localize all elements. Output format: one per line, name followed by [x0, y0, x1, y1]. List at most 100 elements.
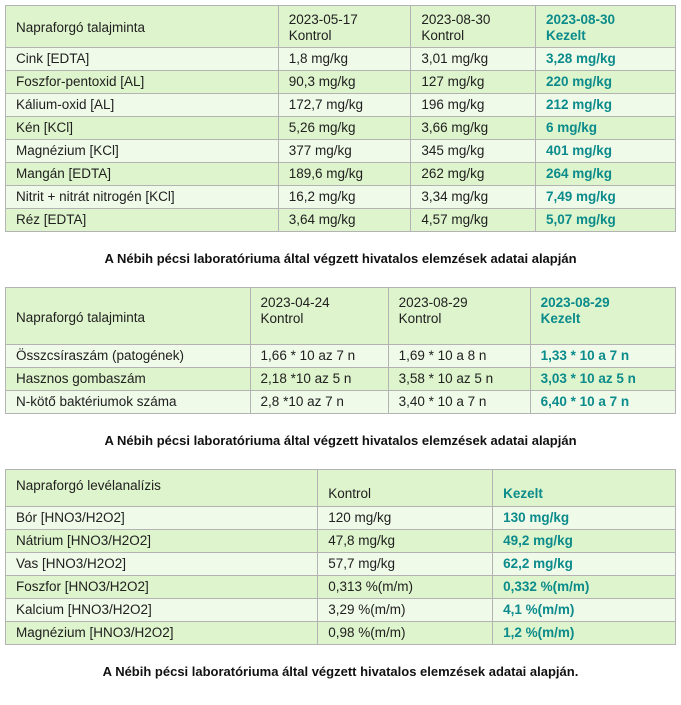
cell-value: 127 mg/kg	[410, 70, 536, 94]
cell-value: 212 mg/kg	[534, 93, 677, 117]
row-label: Mangán [EDTA]	[5, 162, 279, 186]
cell-value: 3,64 mg/kg	[277, 208, 412, 232]
row-label: Nátrium [HNO3/H2O2]	[4, 529, 319, 553]
table-row: Bór [HNO3/H2O2] 120 mg/kg 130 mg/kg	[4, 506, 676, 530]
cell-value: 1,69 * 10 a 8 n	[387, 344, 531, 368]
cell-value: 6 mg/kg	[534, 116, 677, 140]
column-header: 2023-04-24 Kontrol	[249, 287, 389, 345]
table-row: Cink [EDTA] 1,8 mg/kg 3,01 mg/kg 3,28 mg/kg	[5, 47, 677, 71]
cell-value: 62,2 mg/kg	[492, 552, 676, 576]
cell-value: 1,8 mg/kg	[277, 47, 412, 71]
row-label: Magnézium [HNO3/H2O2]	[4, 621, 319, 645]
cell-value: 5,26 mg/kg	[277, 116, 412, 140]
table-row: Vas [HNO3/H2O2] 57,7 mg/kg 62,2 mg/kg	[4, 552, 676, 576]
cell-value: 47,8 mg/kg	[317, 529, 494, 553]
table-row: Nitrit + nitrát nitrogén [KCl] 16,2 mg/kg…	[5, 185, 677, 209]
table-row: Foszfor-pentoxid [AL] 90,3 mg/kg 127 mg/kg…	[5, 70, 677, 94]
row-label: Kalcium [HNO3/H2O2]	[4, 598, 319, 622]
table-title-cell: Napraforgó talajminta	[5, 5, 279, 48]
cell-value: 3,29 %(m/m)	[317, 598, 494, 622]
table-caption: A Nébih pécsi laboratóriuma által végzet…	[102, 664, 579, 679]
table-row: Magnézium [KCl] 377 mg/kg 345 mg/kg 401 mg/…	[5, 139, 677, 163]
cell-value: 4,1 %(m/m)	[492, 598, 676, 622]
cell-value: 1,2 %(m/m)	[492, 621, 676, 645]
cell-value: 6,40 * 10 a 7 n	[529, 390, 677, 414]
soil-sample-table-2: Napraforgó talajminta 2023-04-24 Kontrol 20…	[5, 287, 677, 414]
cell-value: 3,58 * 10 az 5 n	[387, 367, 531, 391]
cell-value: 2,18 *10 az 5 n	[249, 367, 389, 391]
cell-value: 196 mg/kg	[410, 93, 536, 117]
column-header: 2023-05-17 Kontrol	[277, 5, 412, 48]
cell-value: 172,7 mg/kg	[277, 93, 412, 117]
row-label: Bór [HNO3/H2O2]	[4, 506, 319, 530]
cell-value: 0,313 %(m/m)	[317, 575, 494, 599]
cell-value: 0,98 %(m/m)	[317, 621, 494, 645]
row-label: Réz [EDTA]	[5, 208, 279, 232]
column-header: 2023-08-29 Kontrol	[387, 287, 531, 345]
table-row: Kálium-oxid [AL] 172,7 mg/kg 196 mg/kg 212 …	[5, 93, 677, 117]
row-label: Magnézium [KCl]	[5, 139, 279, 163]
cell-value: 401 mg/kg	[534, 139, 677, 163]
cell-value: 4,57 mg/kg	[410, 208, 536, 232]
table-caption: A Nébih pécsi laboratóriuma által végzet…	[104, 251, 577, 266]
cell-value: 90,3 mg/kg	[277, 70, 412, 94]
header-row: Napraforgó talajminta 2023-05-17 Kontrol 20…	[5, 5, 677, 48]
table-row: Összcsíraszám (patogének) 1,66 * 10 az 7 …	[5, 344, 677, 368]
cell-value: 120 mg/kg	[317, 506, 494, 530]
cell-value: 189,6 mg/kg	[277, 162, 412, 186]
table-row: Kalcium [HNO3/H2O2] 3,29 %(m/m) 4,1 %(m/m)	[4, 598, 676, 622]
table-row: Nátrium [HNO3/H2O2] 47,8 mg/kg 49,2 mg/kg	[4, 529, 676, 553]
column-header: 2023-08-29 Kezelt	[529, 287, 677, 345]
cell-value: 0,332 %(m/m)	[492, 575, 676, 599]
column-header: Kezelt	[492, 469, 676, 507]
cell-value: 264 mg/kg	[534, 162, 677, 186]
table-row: Mangán [EDTA] 189,6 mg/kg 262 mg/kg 264 mg/…	[5, 162, 677, 186]
row-label: N-kötő baktériumok száma	[5, 390, 251, 414]
cell-value: 3,66 mg/kg	[410, 116, 536, 140]
row-label: Foszfor-pentoxid [AL]	[5, 70, 279, 94]
cell-value: 1,33 * 10 a 7 n	[529, 344, 677, 368]
table-row: Magnézium [HNO3/H2O2] 0,98 %(m/m) 1,2 %(m/…	[4, 621, 676, 645]
table-row: Foszfor [HNO3/H2O2] 0,313 %(m/m) 0,332 %(m…	[4, 575, 676, 599]
table-row: N-kötő baktériumok száma 2,8 *10 az 7 n 3,…	[5, 390, 677, 414]
header-row: Napraforgó talajminta 2023-04-24 Kontrol 20…	[5, 287, 677, 345]
table-title-cell: Napraforgó talajminta	[5, 287, 251, 345]
cell-value: 2,8 *10 az 7 n	[249, 390, 389, 414]
column-header: Kontrol	[317, 469, 494, 507]
cell-value: 5,07 mg/kg	[534, 208, 677, 232]
table-caption: A Nébih pécsi laboratóriuma által végzet…	[104, 433, 577, 448]
column-header: 2023-08-30 Kezelt	[534, 5, 677, 48]
cell-value: 1,66 * 10 az 7 n	[249, 344, 389, 368]
cell-value: 3,01 mg/kg	[410, 47, 536, 71]
row-label: Vas [HNO3/H2O2]	[4, 552, 319, 576]
cell-value: 3,03 * 10 az 5 n	[529, 367, 677, 391]
row-label: Hasznos gombaszám	[5, 367, 251, 391]
column-header: 2023-08-30 Kontrol	[410, 5, 536, 48]
cell-value: 345 mg/kg	[410, 139, 536, 163]
row-label: Cink [EDTA]	[5, 47, 279, 71]
row-label: Foszfor [HNO3/H2O2]	[4, 575, 319, 599]
header-row: Napraforgó levélanalízis Kontrol Kezelt	[4, 469, 676, 507]
cell-value: 3,40 * 10 a 7 n	[387, 390, 531, 414]
table-row: Hasznos gombaszám 2,18 *10 az 5 n 3,58 * 1…	[5, 367, 677, 391]
cell-value: 49,2 mg/kg	[492, 529, 676, 553]
cell-value: 130 mg/kg	[492, 506, 676, 530]
table-title-cell: Napraforgó levélanalízis	[4, 469, 319, 507]
leaf-analysis-table: Napraforgó levélanalízis Kontrol Kezelt Bór…	[4, 469, 676, 645]
cell-value: 57,7 mg/kg	[317, 552, 494, 576]
cell-value: 7,49 mg/kg	[534, 185, 677, 209]
cell-value: 220 mg/kg	[534, 70, 677, 94]
row-label: Kén [KCl]	[5, 116, 279, 140]
cell-value: 3,34 mg/kg	[410, 185, 536, 209]
row-label: Kálium-oxid [AL]	[5, 93, 279, 117]
cell-value: 377 mg/kg	[277, 139, 412, 163]
row-label: Összcsíraszám (patogének)	[5, 344, 251, 368]
table-row: Réz [EDTA] 3,64 mg/kg 4,57 mg/kg 5,07 mg/kg	[5, 208, 677, 232]
row-label: Nitrit + nitrát nitrogén [KCl]	[5, 185, 279, 209]
cell-value: 3,28 mg/kg	[534, 47, 677, 71]
table-row: Kén [KCl] 5,26 mg/kg 3,66 mg/kg 6 mg/kg	[5, 116, 677, 140]
soil-sample-table-1: Napraforgó talajminta 2023-05-17 Kontrol 20…	[5, 5, 677, 232]
cell-value: 262 mg/kg	[410, 162, 536, 186]
cell-value: 16,2 mg/kg	[277, 185, 412, 209]
